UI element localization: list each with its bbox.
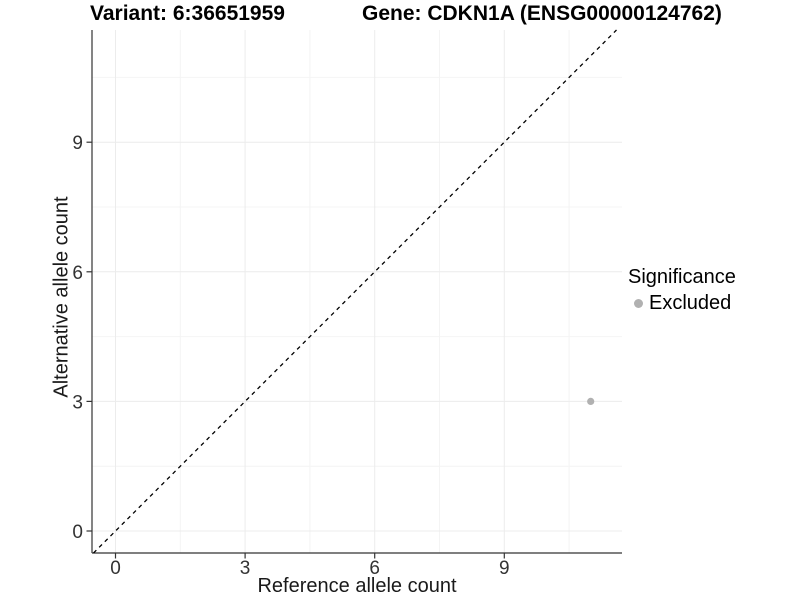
y-tick-label: 9 [72, 133, 83, 154]
y-tick-label: 6 [72, 263, 83, 284]
x-tick-label: 6 [369, 558, 380, 579]
legend-item-label: Excluded [649, 292, 732, 314]
identity-dashed-line [93, 29, 617, 554]
legend-item-excluded: Excluded [634, 291, 736, 315]
legend-title: Significance [628, 266, 736, 288]
legend: Significance Excluded [628, 265, 736, 315]
variant-title: Variant: 6:36651959 [90, 2, 285, 25]
x-tick-label: 3 [240, 558, 251, 579]
x-axis-title: Reference allele count [257, 575, 457, 597]
data-point [587, 397, 595, 405]
y-tick-label: 3 [72, 392, 83, 413]
x-tick-label: 9 [499, 558, 510, 579]
legend-point-icon [634, 298, 643, 308]
y-axis-title: Alternative allele count [50, 196, 73, 398]
y-tick-label: 0 [72, 522, 83, 543]
gene-title: Gene: CDKN1A (ENSG00000124762) [362, 2, 722, 25]
x-tick-label: 0 [110, 558, 121, 579]
